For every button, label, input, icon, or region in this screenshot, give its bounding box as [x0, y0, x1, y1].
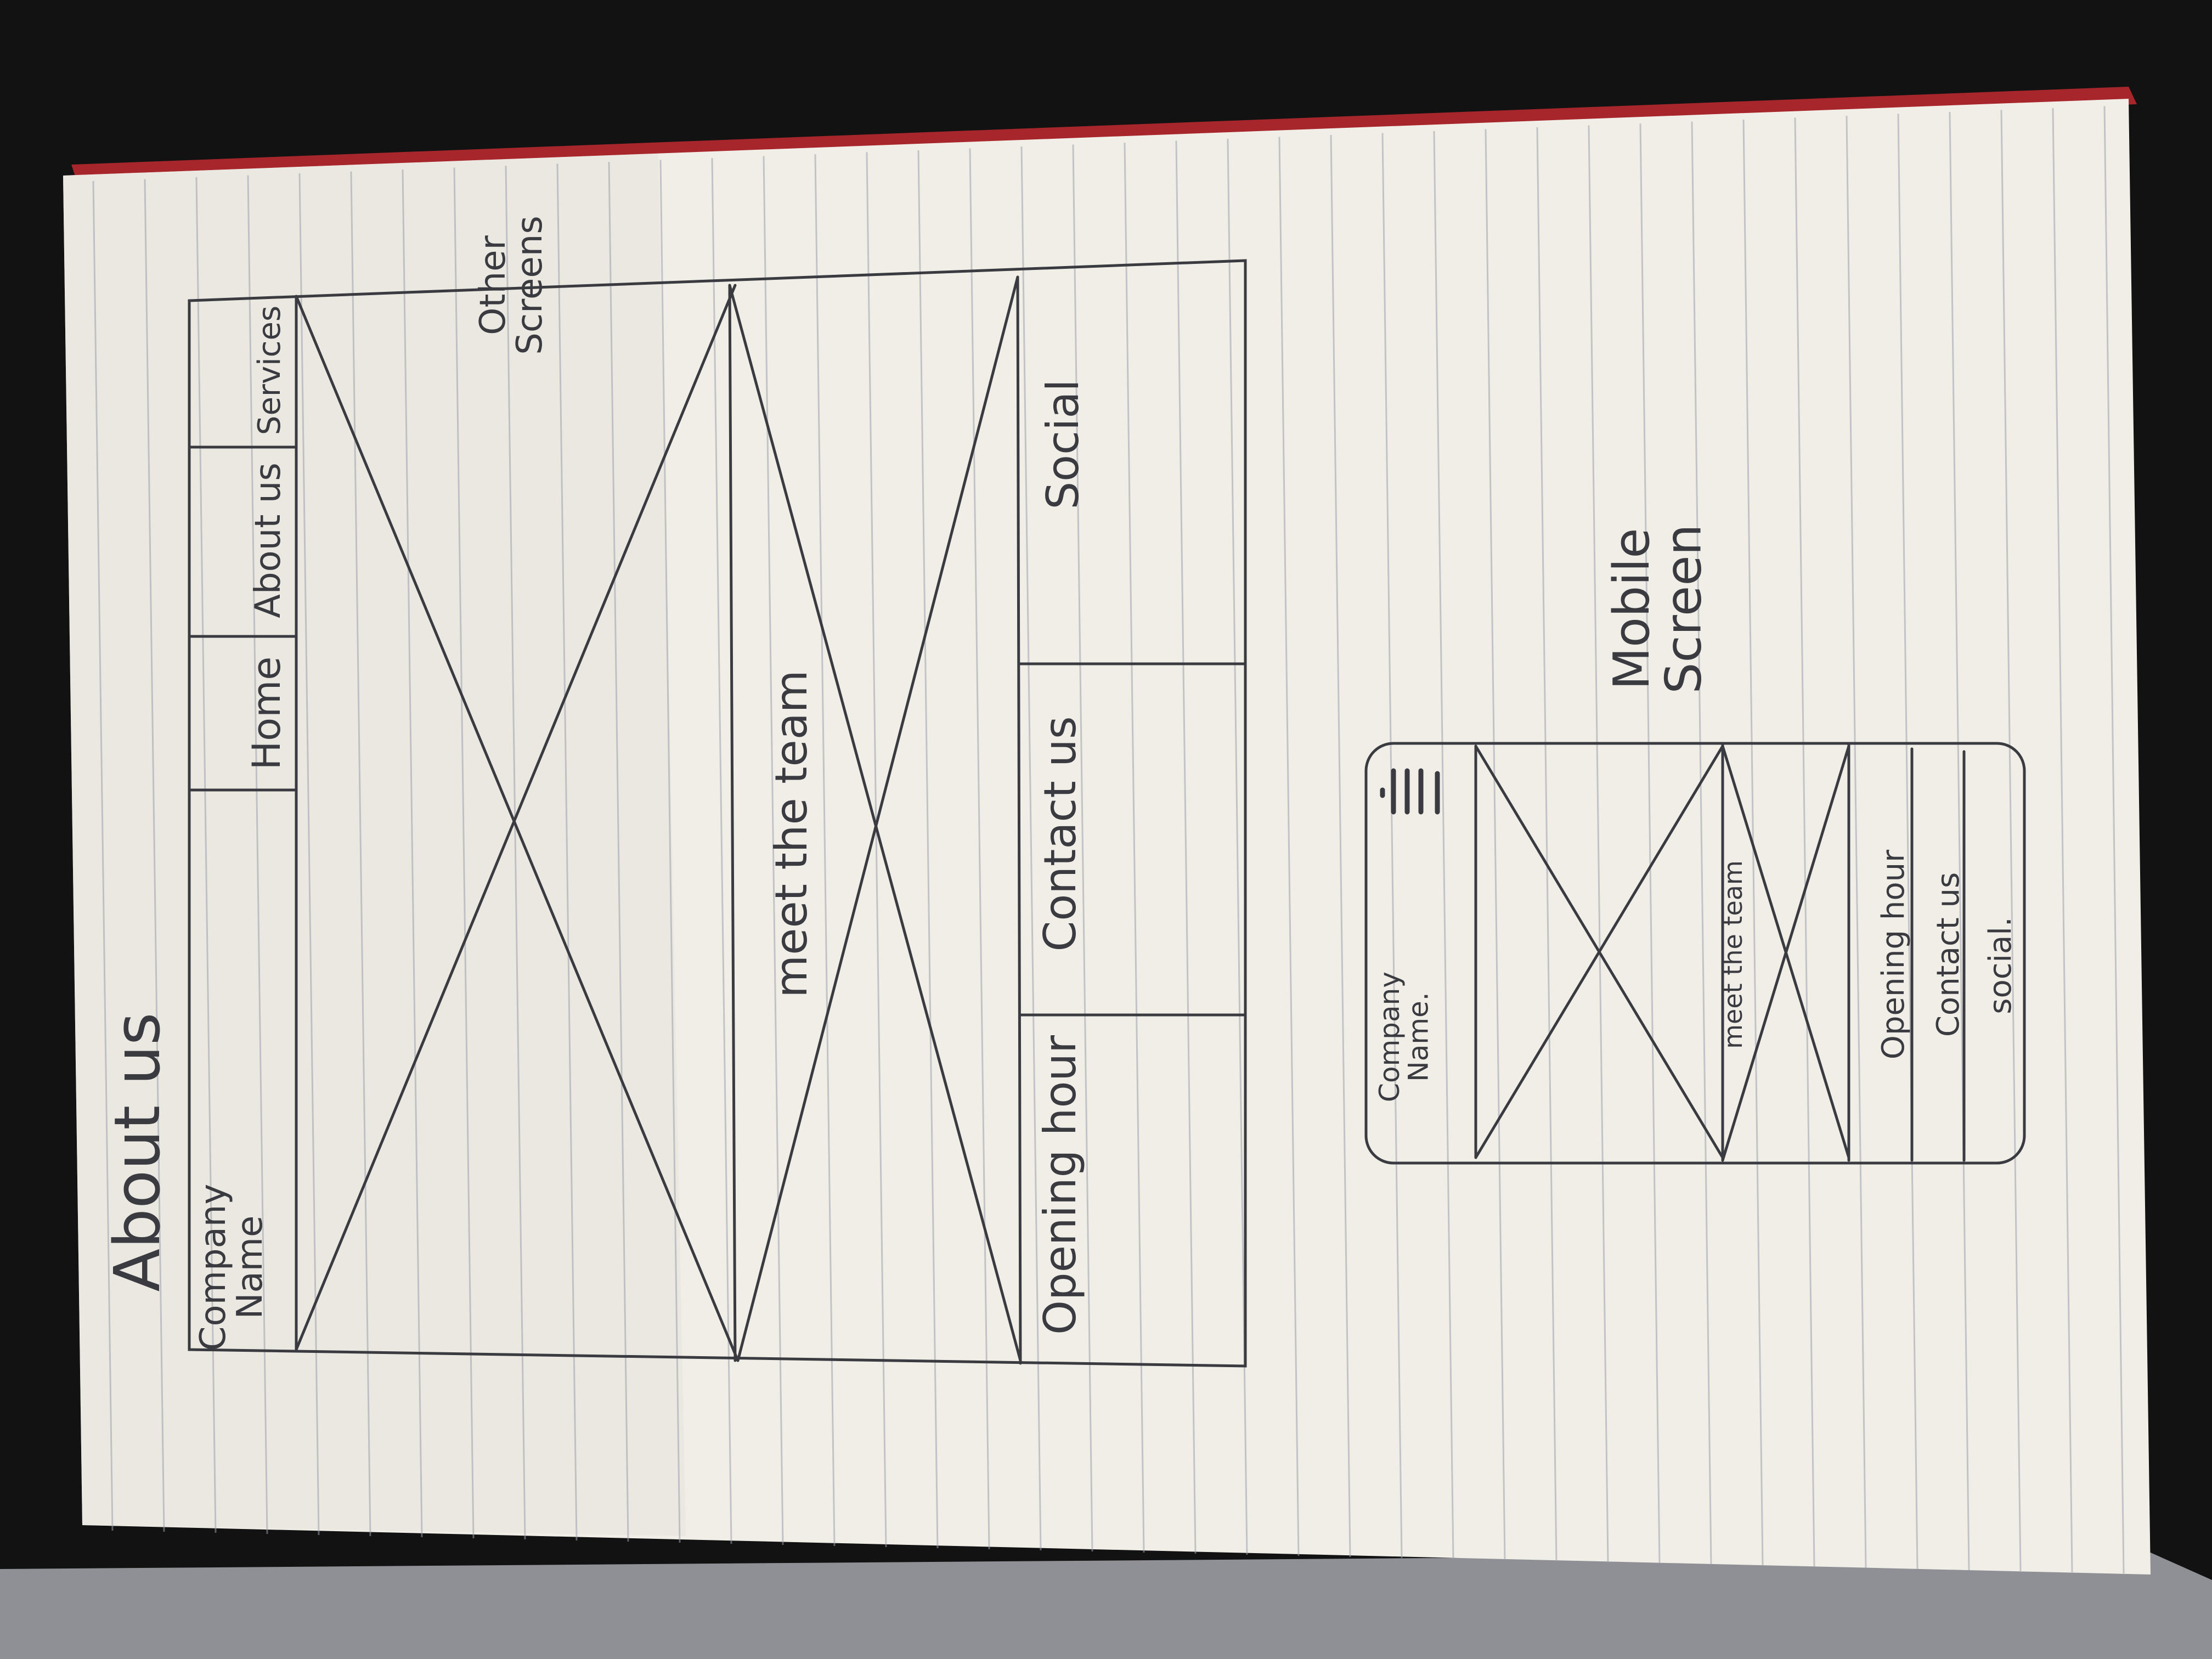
paper-shadow	[63, 154, 686, 1536]
handwritten-labels: About us CompanyName Home About us Services m…	[101, 216, 2018, 1351]
ruled-line	[2000, 110, 2022, 1572]
ruled-line	[1794, 117, 1815, 1567]
ruled-line	[1330, 134, 1351, 1558]
ruled-line	[453, 167, 475, 1539]
team-cross-2	[728, 284, 1022, 1362]
footer-contact-us: Contact us	[1035, 716, 1086, 951]
ruled-line	[1897, 114, 1918, 1570]
lower-page	[0, 1553, 2212, 1659]
ruled-line	[969, 148, 990, 1550]
ruled-line	[608, 161, 629, 1542]
team-bottom	[1016, 275, 1022, 1365]
ruled-line	[2103, 106, 2125, 1574]
ruled-line	[1278, 137, 1300, 1556]
ruled-lines	[92, 106, 2125, 1574]
ruled-line	[1072, 144, 1093, 1552]
desktop-frame	[188, 259, 1247, 1368]
ruled-line	[1020, 146, 1042, 1551]
mobile-footer-opening-hour: Opening hour	[1876, 849, 1911, 1059]
desktop-company-label: CompanyName	[193, 1184, 270, 1351]
ruled-line	[814, 154, 836, 1547]
nav-about-us: About us	[248, 462, 289, 618]
ruled-line	[195, 177, 217, 1533]
ruled-line	[2052, 108, 2073, 1573]
footer-opening-hour: Opening hour	[1035, 1035, 1086, 1335]
mobile-caption: MobileScreen	[1603, 524, 1713, 693]
ruled-line	[866, 152, 887, 1548]
ruled-line	[659, 160, 681, 1543]
mobile-team-cross-2	[1721, 744, 1850, 1159]
hamburger-menu-icon	[1380, 768, 1440, 815]
ruled-line	[1691, 121, 1712, 1565]
ruled-line	[1846, 115, 1867, 1568]
ruled-line	[711, 157, 732, 1544]
nav-services: Services	[252, 306, 287, 435]
mobile-wireframe	[1364, 742, 2026, 1165]
mobile-footer-social: social.	[1983, 917, 2018, 1014]
ruled-line	[917, 150, 939, 1549]
team-cross-1	[736, 275, 1019, 1362]
ruled-line	[247, 175, 268, 1534]
mobile-frame	[1364, 742, 2026, 1165]
ruled-line	[350, 171, 371, 1537]
ruled-line	[1124, 142, 1145, 1553]
nav-home: Home	[244, 657, 289, 770]
hero-bottom	[728, 284, 737, 1362]
footer-social: Social	[1037, 379, 1088, 509]
ruled-line	[1639, 123, 1661, 1564]
ruled-line	[144, 179, 165, 1532]
desktop-section-label: meet the team	[766, 670, 817, 997]
mobile-section-label: meet the team	[1718, 860, 1748, 1049]
wireframe-sketch	[188, 259, 2026, 1368]
desktop-wireframe	[188, 259, 1247, 1368]
ruled-line	[1381, 133, 1403, 1559]
other-screens-note: OtherScreens	[473, 216, 550, 354]
ruled-line	[298, 173, 320, 1536]
ruled-line	[402, 169, 423, 1538]
hero-cross-1	[295, 284, 737, 1351]
ruled-line	[556, 163, 578, 1541]
ruled-line	[1227, 138, 1248, 1555]
ruled-line	[1588, 125, 1609, 1563]
mobile-hero-cross-2	[1474, 744, 1724, 1159]
ruled-line	[763, 156, 784, 1545]
mobile-company-label: CompanyName.	[1374, 972, 1435, 1102]
ruled-line	[1175, 140, 1197, 1554]
hero-cross-2	[295, 295, 740, 1362]
ruled-line	[1536, 127, 1558, 1562]
ruled-line	[1949, 111, 1970, 1571]
mobile-footer-contact-us: Contact us	[1931, 872, 1966, 1037]
page-title: About us	[101, 1012, 174, 1291]
ruled-line	[1433, 131, 1454, 1560]
ruled-line	[92, 180, 114, 1531]
ruled-line	[505, 165, 526, 1540]
ruled-line	[1485, 129, 1506, 1561]
